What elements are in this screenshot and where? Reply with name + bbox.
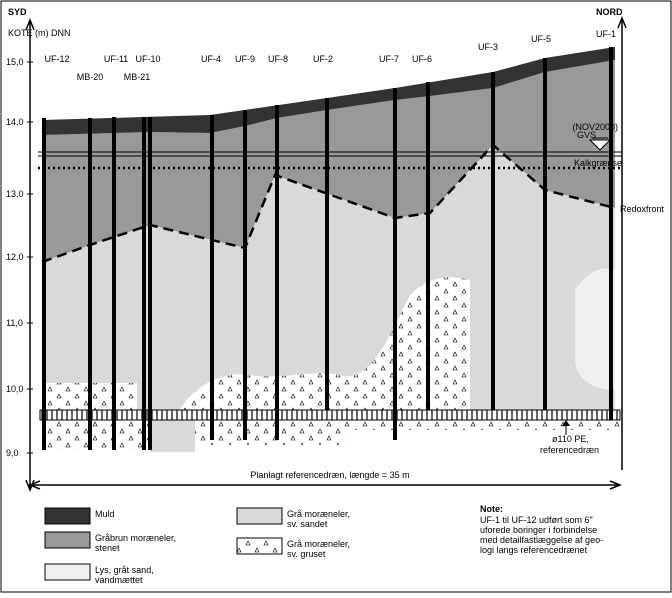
legend-text: sv. sandet (287, 519, 328, 529)
axis-label: KOTE (m) DNN (8, 28, 71, 38)
legend-swatch (236, 537, 283, 555)
borehole-label: MB-20 (77, 72, 104, 82)
legend-text: Muld (95, 509, 115, 519)
label-syd: SYD (8, 7, 27, 17)
legend-swatch (44, 507, 91, 525)
legend-swatch (44, 563, 91, 581)
length: Planlagt referencedræn, længde = 35 m (250, 470, 409, 480)
note-line: logi langs referencedrænet (480, 545, 588, 555)
borehole-label: UF-8 (268, 54, 288, 64)
legend-text: Grå moræneler, (287, 539, 350, 549)
tick-label: 13,0 (6, 189, 24, 199)
borehole-label: UF-11 (104, 54, 128, 64)
note-line: uforede boringer i forbindelse (480, 525, 597, 535)
borehole-label: UF-2 (313, 54, 333, 64)
legend-swatch (44, 531, 91, 549)
tick-label: 14,0 (6, 117, 24, 127)
borehole-label: UF-4 (201, 54, 221, 64)
gvs-date: (NOV2000) (572, 122, 618, 132)
tick-label: 9,0 (6, 448, 19, 458)
note-title: Note: (480, 504, 503, 514)
label-nord: NORD (596, 7, 623, 17)
legend-text: Lys, gråt sand, (95, 565, 154, 575)
borehole-label: UF-3 (478, 42, 498, 52)
pipe2: referencedræn (540, 445, 599, 455)
tick-label: 11,0 (6, 318, 23, 328)
note-line: med detailfastlæggelse af geo- (480, 535, 603, 545)
gvs: GVS (577, 130, 596, 140)
borehole-label: UF-5 (531, 34, 551, 44)
kalk: Kalkgrænse (574, 158, 622, 168)
borehole-label: UF-6 (412, 54, 432, 64)
borehole-label: UF-10 (135, 54, 160, 64)
redox: Redoxfront (620, 204, 665, 214)
tick-label: 12,0 (6, 252, 24, 262)
borehole-label: UF-7 (379, 54, 399, 64)
legend-text: Gråbrun moræneler, (95, 533, 176, 543)
borehole-label: UF-9 (235, 54, 255, 64)
legend-text: stenet (95, 543, 120, 553)
tick-label: 10,0 (6, 384, 24, 394)
tick-label: 15,0 (6, 57, 24, 67)
borehole-label: UF-12 (44, 54, 69, 64)
borehole-label: MB-21 (124, 72, 151, 82)
legend-text: Grå moræneler, (287, 509, 350, 519)
pipe: ø110 PE, (552, 434, 589, 444)
note-line: UF-1 til UF-12 udført som 6" (480, 515, 593, 525)
legend-text: vandmættet (95, 575, 143, 585)
section (25, 15, 627, 493)
legend-swatch (236, 507, 283, 525)
borehole-label: UF-1 (596, 29, 616, 39)
legend-text: sv. gruset (287, 549, 326, 559)
